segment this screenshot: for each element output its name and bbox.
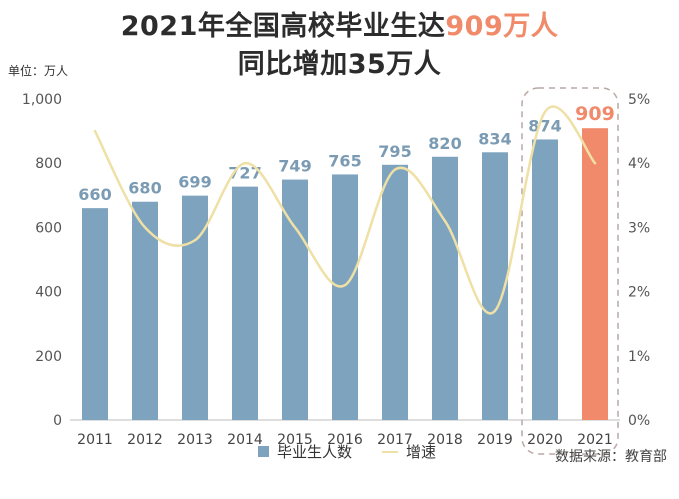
bar [582,128,608,420]
growth-point [293,226,297,229]
left-axis-tick-label: 1,000 [22,92,62,108]
x-axis-tick-label: 2018 [427,432,463,448]
x-axis-tick-label: 2016 [327,432,363,448]
right-axis-tick-label: 2% [628,285,650,301]
legend-line-label: 增速 [406,443,437,461]
x-axis-tick-label: 2011 [77,432,113,448]
growth-line [93,105,597,315]
title-highlight: 909万人 [445,11,559,42]
growth-point [143,226,147,229]
growth-point [343,283,347,287]
growth-point [193,239,197,242]
right-axis-tick-label: 1% [628,349,650,365]
x-axis-tick-label: 2012 [127,432,163,448]
bar-value-label: 795 [378,142,411,161]
x-axis-tick-label: 2013 [177,432,213,448]
bar [432,156,458,420]
title-part1: 2021年全国高校毕业生达 [120,11,446,42]
source-label: 数据来源：教育部 [555,449,667,465]
right-axis-tick-label: 3% [628,220,650,236]
bar [532,139,558,421]
legend: 毕业生人数 增速 [258,441,436,462]
growth-point [93,129,97,133]
growth-point [243,162,247,165]
bar [182,195,208,420]
bar [282,179,308,420]
right-axis-tick-label: 4% [628,156,650,172]
bar [382,164,408,420]
growth-point [493,309,497,313]
left-axis-tick-label: 400 [35,285,62,301]
x-axis-tick-label: 2017 [377,432,413,448]
bar-value-label: 820 [428,134,461,153]
bar [132,201,158,420]
x-axis-tick-label: 2014 [227,432,263,448]
left-axis-tick-label: 800 [35,156,62,172]
growth-point [543,110,547,114]
x-axis-tick-label: 2015 [277,432,313,448]
growth-point [443,219,447,223]
growth-point [593,162,597,165]
legend-bar-label: 毕业生人数 [277,443,353,461]
chart-title-line2: 同比增加35万人 [237,49,442,80]
chart-title-line1: 2021年全国高校毕业生达909万人 [0,4,679,43]
right-axis-tick-label: 5% [628,92,650,108]
unit-label: 单位：万人 [8,64,69,78]
bar-value-label: 834 [478,129,511,148]
growth-point [393,168,397,171]
bar-value-label: 680 [128,179,161,198]
x-axis-tick-label: 2021 [577,432,613,448]
bar-value-label: 749 [278,157,311,176]
left-axis-tick-label: 0 [53,413,62,429]
legend-bar-swatch [258,446,269,457]
bar-value-label: 765 [328,151,361,170]
x-axis-tick-label: 2019 [477,432,513,448]
legend-line-swatch [382,450,399,453]
bar-value-label: 660 [78,185,111,204]
bar-value-label: 909 [575,103,615,125]
bar-value-label: 874 [528,116,561,135]
bar [332,174,358,420]
highlight-box [521,87,619,455]
right-axis-tick-label: 0% [628,413,650,429]
bar [232,186,258,420]
bar [82,208,108,420]
left-axis-tick-label: 600 [35,220,62,236]
x-axis-tick-label: 2020 [527,432,563,448]
left-axis-tick-label: 200 [35,349,62,365]
bar-value-label: 699 [178,173,211,192]
